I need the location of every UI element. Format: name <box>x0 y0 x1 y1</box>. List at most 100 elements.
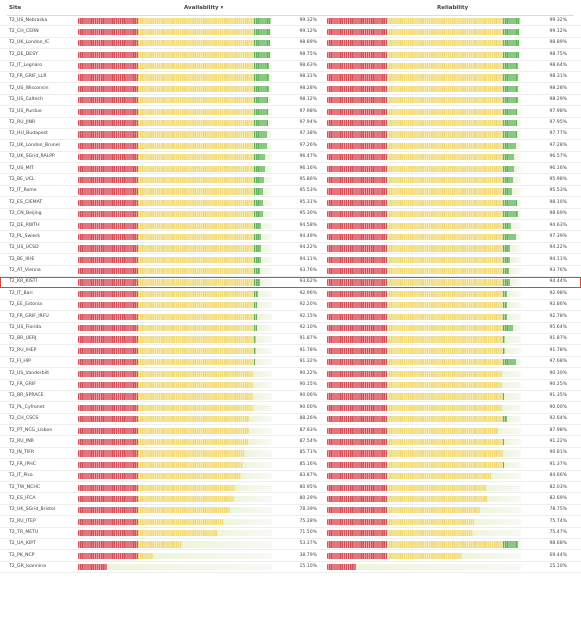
site-name[interactable]: T2_US_Purdue <box>9 108 42 114</box>
table-row[interactable]: T2_IT_Legnaro 98.63% 98.64% <box>0 61 581 72</box>
site-name[interactable]: T2_PL_Swierk <box>9 233 40 239</box>
table-row[interactable]: T2_RU_ITEP 75.28% 75.74% <box>0 516 581 528</box>
availability-column-header[interactable]: Availability ▾ <box>184 5 224 11</box>
site-name[interactable]: T2_EE_Estonia <box>9 302 43 308</box>
table-row[interactable]: T2_FR_GRIF_LLR 98.31% 98.31% <box>0 72 581 84</box>
site-name[interactable]: T2_UA_KIPT <box>9 541 36 547</box>
site-name[interactable]: T2_DE_RWTH <box>9 222 40 228</box>
site-name[interactable]: T2_PK_NCP <box>9 552 35 558</box>
site-name[interactable]: T2_TR_METU <box>9 530 39 536</box>
site-name[interactable]: T2_KR_KISTI <box>9 279 37 285</box>
table-row[interactable]: T2_FR_GRIF_IRFU 92.15% 92.78% <box>0 311 581 323</box>
table-row[interactable]: T2_ES_CIEMAT 95.31% 98.10% <box>0 197 581 209</box>
table-row[interactable]: T2_CN_Beijing 95.30% 98.69% <box>0 209 581 221</box>
table-row[interactable]: T2_DE_RWTH 94.58% 94.63% <box>0 220 581 232</box>
site-name[interactable]: T2_HU_Budapest <box>9 131 48 137</box>
table-row[interactable]: T2_PL_Swierk 94.49% 97.39% <box>0 231 581 243</box>
site-name[interactable]: T2_IT_Bari <box>9 290 33 296</box>
site-name[interactable]: T2_FI_HIP <box>9 359 31 365</box>
site-column-header[interactable]: Site <box>9 5 22 11</box>
site-name[interactable]: T2_IT_Rome <box>9 188 37 194</box>
site-name[interactable]: T2_PL_Cyfronet <box>9 404 45 410</box>
site-name[interactable]: T2_ES_CIEMAT <box>9 199 43 205</box>
table-row[interactable]: T2_UK_SGrid_RALPP 96.47% 96.57% <box>0 152 581 164</box>
site-name[interactable]: T2_RU_JINR <box>9 120 36 126</box>
site-name[interactable]: T2_BE_UCL <box>9 176 35 182</box>
table-row[interactable]: T2_PK_NCP 38.79% 69.44% <box>0 550 581 562</box>
table-row[interactable]: T2_GR_Ioannina 15.10% 15.10% <box>0 562 581 574</box>
table-row[interactable]: T2_US_Florida 92.10% 95.64% <box>0 323 581 334</box>
site-name[interactable]: T2_US_UCSD <box>9 245 39 251</box>
table-row[interactable]: T2_BE_UCL 95.86% 95.98% <box>0 174 581 186</box>
table-row-highlighted[interactable]: T2_KR_KISTI 93.62% 94.44% <box>0 276 581 289</box>
site-name[interactable]: T2_US_Caltech <box>9 97 43 103</box>
table-row[interactable]: T2_FI_HIP 91.32% 97.68% <box>0 357 581 369</box>
site-name[interactable]: T2_UK_SGrid_RALPP <box>9 154 55 160</box>
site-name[interactable]: T2_US_Nebraska <box>9 17 48 23</box>
table-row[interactable]: T2_CH_CERN 99.12% 99.12% <box>0 26 581 38</box>
site-name[interactable]: T2_ES_IFCA <box>9 495 36 501</box>
site-name[interactable]: T2_US_Florida <box>9 325 42 331</box>
site-name[interactable]: T2_AT_Vienna <box>9 268 41 274</box>
table-row[interactable]: T2_TR_METU 71.50% 75.47% <box>0 528 581 539</box>
site-name[interactable]: T2_IN_TIFR <box>9 450 35 456</box>
table-row[interactable]: T2_IT_Bari 92.96% 92.98% <box>0 288 581 300</box>
table-row[interactable]: T2_UK_London_Brunel 97.26% 97.28% <box>0 140 581 152</box>
table-row[interactable]: T2_IT_Rome 95.53% 95.53% <box>0 186 581 198</box>
table-row[interactable]: T2_AT_Vienna 93.76% 93.76% <box>0 266 581 277</box>
table-row[interactable]: T2_RU_JINR 97.94% 97.95% <box>0 118 581 129</box>
site-name[interactable]: T2_RU_IHEP <box>9 347 37 353</box>
table-row[interactable]: T2_US_Vanderbilt 90.22% 90.30% <box>0 368 581 380</box>
site-name[interactable]: T2_UK_London_Brunel <box>9 142 60 148</box>
table-row[interactable]: T2_BE_IIHE 94.11% 94.11% <box>0 254 581 266</box>
site-name[interactable]: T2_CH_CSCS <box>9 416 39 422</box>
table-row[interactable]: T2_US_Caltech 98.12% 98.29% <box>0 95 581 107</box>
site-name[interactable]: T2_TW_NCHC <box>9 484 40 490</box>
site-name[interactable]: T2_RU_ITEP <box>9 518 36 524</box>
site-name[interactable]: T2_CH_CERN <box>9 28 39 34</box>
site-name[interactable]: T2_US_Vanderbilt <box>9 370 50 376</box>
table-row[interactable]: T2_CH_CSCS 88.26% 92.64% <box>0 414 581 426</box>
table-row[interactable]: T2_EE_Estonia 92.20% 92.86% <box>0 300 581 312</box>
site-name[interactable]: T2_US_MIT <box>9 165 34 171</box>
table-row[interactable]: T2_BR_SPRACE 90.06% 91.35% <box>0 391 581 403</box>
site-name[interactable]: T2_CN_Beijing <box>9 211 42 217</box>
table-row[interactable]: T2_US_Wisconsin 98.28% 98.28% <box>0 83 581 95</box>
site-name[interactable]: T2_RU_INR <box>9 438 34 444</box>
site-name[interactable]: T2_BE_IIHE <box>9 256 35 262</box>
table-row[interactable]: T2_FR_GRIF 90.15% 90.25% <box>0 380 581 391</box>
table-row[interactable]: T2_TW_NCHC 80.95% 82.03% <box>0 482 581 494</box>
site-name[interactable]: T2_DE_DESY <box>9 51 38 57</box>
site-name[interactable]: T2_FR_IPHC <box>9 461 36 467</box>
site-name[interactable]: T2_PT_NCG_Lisbon <box>9 427 53 433</box>
table-row[interactable]: T2_UA_KIPT 53.37% 98.68% <box>0 539 581 551</box>
table-row[interactable]: T2_US_Nebraska 99.32% 99.32% <box>0 15 581 27</box>
table-row[interactable]: T2_DE_DESY 98.75% 98.75% <box>0 49 581 61</box>
table-row[interactable]: T2_UK_London_IC 98.89% 98.89% <box>0 38 581 50</box>
table-row[interactable]: T2_RU_IHEP 91.78% 91.78% <box>0 345 581 357</box>
table-row[interactable]: T2_HU_Budapest 97.38% 97.77% <box>0 129 581 141</box>
table-row[interactable]: T2_US_UCSD 94.22% 94.22% <box>0 243 581 255</box>
site-name[interactable]: T2_BR_SPRACE <box>9 393 44 399</box>
site-name[interactable]: T2_IT_Legnaro <box>9 63 43 69</box>
table-row[interactable]: T2_IT_Pisa 83.87% 84.66% <box>0 471 581 483</box>
table-row[interactable]: T2_PT_NCG_Lisbon 87.93% 87.98% <box>0 425 581 437</box>
reliability-column-header[interactable]: Reliability <box>437 5 469 11</box>
site-name[interactable]: T2_GR_Ioannina <box>9 564 46 570</box>
site-name[interactable]: T2_FR_GRIF_LLR <box>9 74 47 80</box>
table-row[interactable]: T2_ES_IFCA 80.29% 82.69% <box>0 493 581 505</box>
table-row[interactable]: T2_IN_TIFR 85.71% 90.81% <box>0 448 581 460</box>
table-row[interactable]: T2_PL_Cyfronet 90.00% 90.00% <box>0 402 581 414</box>
table-row[interactable]: T2_RU_INR 87.54% 91.22% <box>0 436 581 448</box>
table-row[interactable]: T2_BR_UERJ 91.87% 91.87% <box>0 334 581 346</box>
table-row[interactable]: T2_FR_IPHC 85.16% 91.37% <box>0 459 581 471</box>
site-name[interactable]: T2_BR_UERJ <box>9 336 37 342</box>
site-name[interactable]: T2_FR_GRIF <box>9 382 36 387</box>
table-row[interactable]: T2_US_MIT 96.16% 96.16% <box>0 163 581 175</box>
site-name[interactable]: T2_UK_SGrid_Bristol <box>9 507 56 513</box>
table-row[interactable]: T2_US_Purdue 97.98% 97.98% <box>0 106 581 118</box>
site-name[interactable]: T2_IT_Pisa <box>9 473 33 479</box>
table-row[interactable]: T2_UK_SGrid_Bristol 78.39% 78.75% <box>0 505 581 517</box>
site-name[interactable]: T2_UK_London_IC <box>9 40 50 46</box>
site-name[interactable]: T2_US_Wisconsin <box>9 85 49 91</box>
